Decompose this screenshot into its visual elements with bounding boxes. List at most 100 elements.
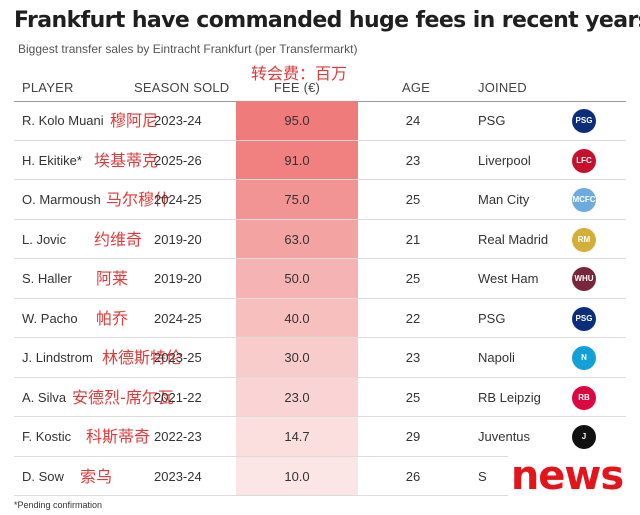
player-name: H. Ekitike* [22,152,82,168]
fee-heat-cell [236,219,358,259]
fee-heat-cell [236,417,358,457]
fee-heat-cell [236,140,358,180]
player-name: S. Haller [22,271,72,286]
player-name-cn: 约维奇 [94,229,143,249]
fee-heat-cell [236,338,358,378]
joined-club: Liverpool [478,152,531,168]
player-name: O. Marmoush [22,192,101,207]
season-sold: 2023-25 [154,350,202,365]
season-sold: 2022-23 [154,429,202,444]
footnote: *Pending confirmation [14,500,103,510]
header-joined: JOINED [478,80,527,95]
age-value: 22 [405,310,421,326]
joined-club: Juventus [478,429,531,444]
player-name-cn: 安德烈-席尔瓦 [72,387,174,407]
fee-heat-cell [236,180,358,220]
fee-heat-cell [236,298,358,338]
psg-badge-icon: PSG [572,306,596,331]
joined-club: S [478,468,487,484]
fee-value: 63.0 [284,231,310,247]
fee-heat-cell [236,259,358,299]
table-row: W. Pacho 帕乔 2024-25 40.0 22 PSG PSG [14,298,626,338]
fee-value: 91.0 [284,152,310,168]
player-name-cn: 索乌 [80,466,113,486]
season-sold: 2019-20 [154,231,202,247]
fee-heat-cell [236,101,358,141]
table-row: R. Kolo Muani 穆阿尼 2023-24 95.0 24 PSG PSG [14,101,626,141]
table-row: O. Marmoush 马尔穆什 2024-25 75.0 25 Man City MCFC [14,180,626,220]
season-sold: 2021-22 [154,389,202,405]
age-value: 21 [405,231,421,247]
fee-value: 75.0 [284,192,310,207]
age-value: 26 [405,468,421,484]
row-divider [14,376,626,378]
age-value: 25 [405,389,421,405]
player-name-cn: 阿莱 [96,269,129,288]
fee-value: 23.0 [284,389,310,405]
player-name-cn: 埃基蒂克 [94,150,159,170]
age-value: 24 [405,113,421,128]
fee-value: 14.7 [284,429,310,444]
season-sold: 2019-20 [154,271,202,286]
header-player: PLAYER [22,80,74,95]
west-ham-badge-icon: WHU [572,267,596,291]
joined-club: West Ham [478,271,539,286]
player-name: D. Sow [22,468,64,484]
fee-value: 30.0 [284,350,310,365]
age-value: 25 [405,192,421,207]
chart-title: Frankfurt have commanded huge fees in re… [14,8,640,33]
man-city-badge-icon: MCFC [572,188,596,212]
row-divider [14,218,626,220]
fee-heat-cell [236,377,358,417]
joined-club: PSG [478,113,506,128]
news-logo: news [508,452,626,502]
row-divider [14,455,626,457]
age-value: 23 [405,152,421,168]
joined-club: RB Leipzig [478,389,541,405]
player-name-cn: 穆阿尼 [110,111,159,130]
table-row: H. Ekitike* 埃基蒂克 2025-26 91.0 23 Liverpool LFC [14,140,626,180]
chart-subtitle: Biggest transfer sales by Eintracht Fran… [18,42,358,56]
joined-club: PSG [478,310,506,326]
header-fee: FEE (€) [273,80,321,95]
row-divider [14,139,626,141]
player-name: J. Lindstrom [22,350,93,365]
napoli-badge-icon: N [572,346,596,370]
row-divider [14,297,626,299]
joined-club: Real Madrid [478,231,549,247]
player-name-cn: 帕乔 [96,308,129,328]
joined-club: Man City [478,192,530,207]
season-sold: 2024-25 [154,192,202,207]
player-name: W. Pacho [22,310,78,326]
season-sold: 2025-26 [154,152,202,168]
row-divider [14,179,626,180]
fee-value: 10.0 [284,468,310,484]
table-row: J. Lindstrom 林德斯特伦 2023-25 30.0 23 Napoli N [14,338,626,378]
age-value: 23 [405,350,421,365]
age-value: 25 [405,271,421,286]
table-row: D. Sow 索乌 2023-24 10.0 26 S [14,456,626,496]
season-sold: 2023-24 [154,113,202,128]
fee-value: 95.0 [284,113,310,128]
header-season: SEASON SOLD [134,80,230,95]
liverpool-badge-icon: LFC [572,148,596,173]
player-name-cn: 科斯蒂奇 [86,427,151,446]
fee-value: 40.0 [284,310,310,326]
row-divider [14,495,626,496]
player-name: A. Silva [22,389,67,405]
player-name: F. Kostic [22,429,72,444]
row-divider [14,258,626,259]
table-row: A. Silva 安德烈-席尔瓦 2021-22 23.0 25 RB Leipzig RB [14,377,626,417]
age-value: 29 [405,429,421,444]
joined-club: Napoli [478,350,515,365]
header-age: AGE [402,80,431,95]
psg-badge-icon: PSG [572,109,596,133]
fee-heat-cell [236,456,358,496]
fee-unit-annotation: 转会费：百万 [250,64,347,83]
juventus-badge-icon: J [572,425,596,449]
table-row: F. Kostic 科斯蒂奇 2022-23 14.7 29 Juventus J [14,417,626,457]
row-divider [14,337,626,338]
rb-leipzig-badge-icon: RB [572,385,596,410]
player-name: R. Kolo Muani [22,113,104,128]
real-madrid-badge-icon: RM [572,227,596,252]
